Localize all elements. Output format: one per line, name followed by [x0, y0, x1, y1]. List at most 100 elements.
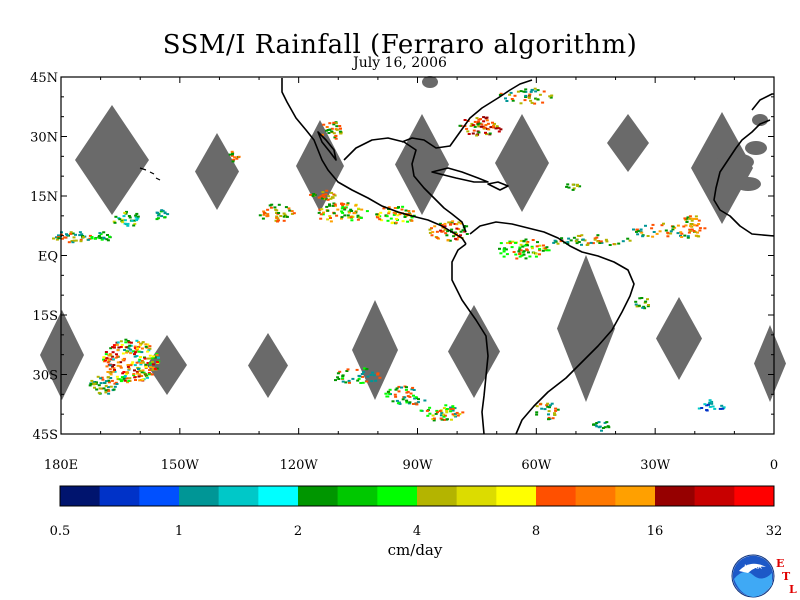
- rain-pixel: [98, 387, 102, 390]
- rain-pixel: [597, 421, 601, 424]
- rain-pixel: [387, 392, 391, 395]
- rain-pixel: [450, 418, 453, 421]
- rain-pixel: [461, 411, 465, 414]
- rain-pixel: [151, 368, 155, 371]
- rain-pixel: [471, 132, 475, 135]
- rain-pixel: [643, 307, 647, 310]
- rain-pixel: [455, 227, 459, 230]
- rain-pixel: [137, 375, 141, 378]
- rain-pixel: [78, 234, 82, 237]
- rain-pixel: [607, 426, 611, 429]
- rain-pixel: [545, 249, 549, 252]
- rain-pixel: [484, 131, 487, 134]
- rain-pixel: [552, 241, 556, 244]
- rain-pixel: [435, 409, 439, 412]
- rain-pixel: [461, 229, 465, 232]
- rain-pixel: [444, 232, 448, 235]
- rain-pixel: [135, 370, 139, 373]
- rain-pixel: [480, 123, 484, 126]
- rain-pixel: [112, 388, 116, 391]
- rain-pixel: [412, 389, 416, 391]
- rain-pixel: [392, 213, 396, 216]
- rain-pixel: [638, 297, 642, 300]
- colorbar-swatch: [575, 486, 616, 506]
- rain-pixel: [467, 133, 471, 135]
- rain-pixel: [143, 357, 147, 360]
- rain-pixel: [111, 370, 115, 373]
- rain-pixel: [497, 127, 501, 130]
- rain-pixel: [395, 217, 398, 220]
- lat-label: 45S: [33, 428, 58, 443]
- rain-pixel: [116, 361, 120, 364]
- rain-pixel: [108, 364, 112, 367]
- rain-pixel: [693, 224, 696, 227]
- rain-pixel: [126, 365, 130, 368]
- rain-pixel: [320, 133, 324, 136]
- rain-pixel: [143, 356, 146, 359]
- rain-pixel: [326, 218, 330, 221]
- rain-pixel: [106, 386, 110, 389]
- rain-pixel: [692, 230, 696, 232]
- rain-pixel: [530, 88, 534, 91]
- rain-pixel: [350, 210, 354, 212]
- rain-pixel: [414, 396, 418, 399]
- lon-label: 180E: [44, 458, 78, 473]
- rain-pixel: [636, 233, 640, 236]
- rain-pixel: [126, 364, 130, 366]
- rain-pixel: [498, 247, 501, 250]
- rain-pixel: [78, 231, 82, 234]
- missing-swath: [75, 105, 149, 215]
- rain-pixel: [115, 383, 119, 385]
- rain-pixel: [718, 407, 722, 410]
- rain-pixel: [686, 235, 690, 238]
- rain-pixel: [270, 203, 274, 206]
- rain-pixel: [655, 232, 659, 235]
- rain-pixel: [107, 359, 111, 362]
- rain-pixel: [109, 347, 113, 350]
- rain-pixel: [80, 233, 84, 236]
- rain-pixel: [451, 413, 455, 416]
- rain-pixel: [492, 126, 496, 129]
- rain-pixel: [686, 216, 690, 219]
- rain-pixel: [341, 375, 345, 378]
- rain-pixel: [519, 249, 523, 252]
- rain-pixel: [445, 418, 448, 421]
- rain-pixel: [125, 350, 129, 353]
- rain-pixel: [519, 243, 523, 246]
- rain-pixel: [484, 124, 488, 126]
- rain-pixel: [504, 97, 507, 100]
- rain-pixel: [163, 216, 167, 219]
- rain-pixel: [108, 368, 112, 371]
- rain-pixel: [277, 212, 281, 214]
- rain-pixel: [455, 411, 459, 414]
- rain-pixel: [137, 350, 141, 353]
- rain-pixel: [689, 225, 693, 228]
- rain-pixel: [149, 366, 152, 369]
- rain-pixel: [321, 193, 325, 196]
- rain-pixel: [405, 401, 409, 404]
- rain-pixel: [553, 239, 557, 242]
- rain-pixel: [486, 122, 490, 125]
- rain-pixel: [102, 236, 106, 239]
- rain-pixel: [235, 157, 239, 160]
- rain-pixel: [151, 366, 155, 369]
- rain-pixel: [86, 238, 90, 241]
- rain-pixel: [635, 305, 639, 308]
- rain-pixel: [357, 377, 361, 380]
- rain-pixel: [503, 247, 507, 250]
- rain-pixel: [410, 219, 414, 222]
- rain-pixel: [456, 414, 460, 417]
- rain-pixel: [343, 214, 347, 217]
- rain-pixel: [440, 412, 444, 415]
- rain-pixel: [148, 357, 152, 360]
- rain-pixel: [459, 222, 463, 225]
- rain-pixel: [405, 399, 409, 402]
- rain-pixel: [102, 231, 106, 234]
- rain-pixel: [328, 122, 332, 125]
- lon-label: 60W: [521, 458, 552, 473]
- rain-pixel: [705, 404, 709, 407]
- rain-pixel: [262, 213, 266, 216]
- rain-pixel: [102, 381, 106, 384]
- rain-pixel: [565, 185, 569, 188]
- rain-pixel: [428, 228, 432, 231]
